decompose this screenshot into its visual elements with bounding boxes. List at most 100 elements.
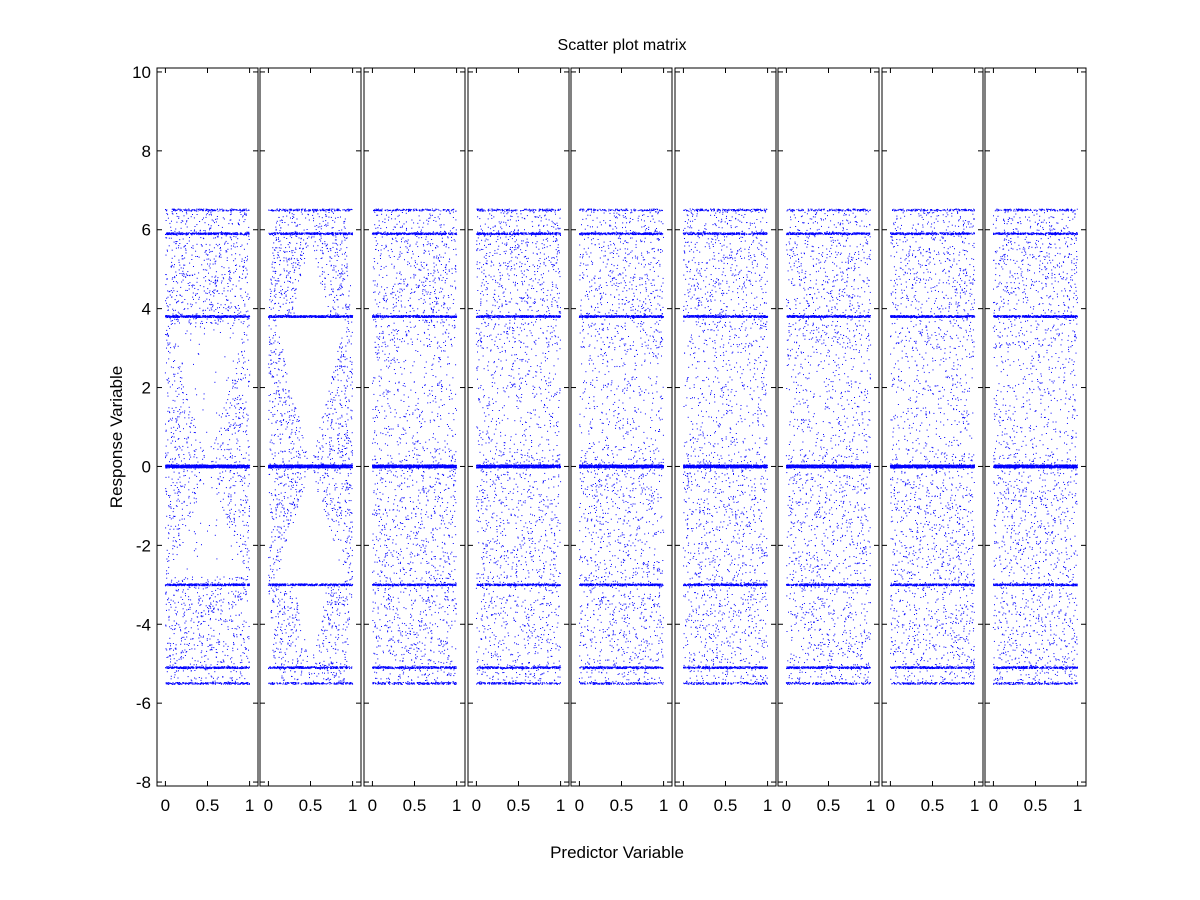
scatter-point xyxy=(172,250,173,251)
scatter-point xyxy=(216,467,217,468)
scatter-point xyxy=(214,293,215,294)
scatter-point xyxy=(227,649,228,650)
scatter-point xyxy=(231,248,232,249)
scatter-point xyxy=(202,310,203,311)
scatter-point xyxy=(173,650,174,651)
scatter-point xyxy=(205,269,206,270)
scatter-point xyxy=(243,221,244,222)
scatter-point xyxy=(197,256,198,257)
scatter-point xyxy=(215,681,216,682)
scatter-point xyxy=(179,684,180,685)
scatter-point xyxy=(247,282,248,283)
scatter-point xyxy=(230,291,231,292)
scatter-point xyxy=(210,210,211,211)
scatter-point xyxy=(238,425,239,426)
scatter-point xyxy=(242,339,243,340)
scatter-point xyxy=(182,592,183,593)
scatter-point xyxy=(227,260,228,261)
scatter-point xyxy=(190,333,191,334)
scatter-point xyxy=(243,368,244,369)
scatter-point xyxy=(239,585,240,586)
scatter-point xyxy=(231,671,232,672)
scatter-point xyxy=(221,683,222,684)
scatter-point xyxy=(173,314,174,315)
scatter-point xyxy=(235,456,236,457)
scatter-point xyxy=(212,612,213,613)
scatter-point xyxy=(248,299,249,300)
scatter-point xyxy=(178,367,179,368)
scatter-point xyxy=(213,221,214,222)
scatter-point xyxy=(173,288,174,289)
scatter-point xyxy=(196,664,197,665)
scatter-point xyxy=(229,510,230,511)
scatter-point xyxy=(225,416,226,417)
scatter-point xyxy=(176,623,177,624)
scatter-point xyxy=(232,210,233,211)
scatter-point xyxy=(240,599,241,600)
scatter-point xyxy=(248,561,249,562)
scatter-point xyxy=(238,210,239,211)
scatter-point xyxy=(171,582,172,583)
scatter-point xyxy=(181,228,182,229)
scatter-point xyxy=(223,510,224,511)
scatter-point xyxy=(236,368,237,369)
scatter-point xyxy=(210,260,211,261)
scatter-point xyxy=(179,539,180,540)
scatter-point xyxy=(208,625,209,626)
scatter-point xyxy=(178,670,179,671)
scatter-point xyxy=(208,659,209,660)
scatter-point xyxy=(205,682,206,683)
scatter-point xyxy=(239,510,240,511)
scatter-point xyxy=(235,433,236,434)
scatter-point xyxy=(231,657,232,658)
scatter-point xyxy=(183,454,184,455)
scatter-point xyxy=(188,645,189,646)
scatter-point xyxy=(206,432,207,433)
scatter-point xyxy=(222,467,223,468)
scatter-point xyxy=(243,409,244,410)
scatter-point xyxy=(180,465,181,466)
scatter-point xyxy=(172,629,173,630)
scatter-point xyxy=(248,232,249,233)
scatter-point xyxy=(205,222,206,223)
scatter-point xyxy=(213,612,214,613)
scatter-point xyxy=(171,678,172,679)
scatter-point xyxy=(209,249,210,250)
scatter-point xyxy=(183,471,184,472)
scatter-point xyxy=(200,662,201,663)
scatter-point xyxy=(233,210,234,211)
scatter-point xyxy=(191,306,192,307)
scatter-point xyxy=(170,645,171,646)
scatter-point xyxy=(237,534,238,535)
scatter-point xyxy=(245,541,246,542)
scatter-point xyxy=(249,297,250,298)
scatter-point xyxy=(169,616,170,617)
scatter-point xyxy=(236,236,237,237)
scatter-point xyxy=(188,631,189,632)
scatter-point xyxy=(172,585,173,586)
scatter-point xyxy=(227,249,228,250)
scatter-point xyxy=(175,430,176,431)
scatter-point xyxy=(245,649,246,650)
scatter-point xyxy=(170,665,171,666)
scatter-point xyxy=(229,391,230,392)
scatter-point xyxy=(246,525,247,526)
scatter-point xyxy=(184,309,185,310)
scatter-point xyxy=(229,480,230,481)
scatter-point xyxy=(226,402,227,403)
scatter-point xyxy=(229,465,230,466)
scatter-point xyxy=(223,599,224,600)
scatter-point xyxy=(199,308,200,309)
scatter-point xyxy=(248,386,249,387)
scatter-point xyxy=(197,315,198,316)
scatter-point xyxy=(239,412,240,413)
scatter-point xyxy=(206,270,207,271)
scatter-point xyxy=(177,547,178,548)
scatter-point xyxy=(242,395,243,396)
scatter-point xyxy=(233,583,234,584)
scatter-point xyxy=(185,248,186,249)
scatter-point xyxy=(237,448,238,449)
scatter-point xyxy=(185,224,186,225)
scatter-point xyxy=(189,683,190,684)
scatter-point xyxy=(226,380,227,381)
